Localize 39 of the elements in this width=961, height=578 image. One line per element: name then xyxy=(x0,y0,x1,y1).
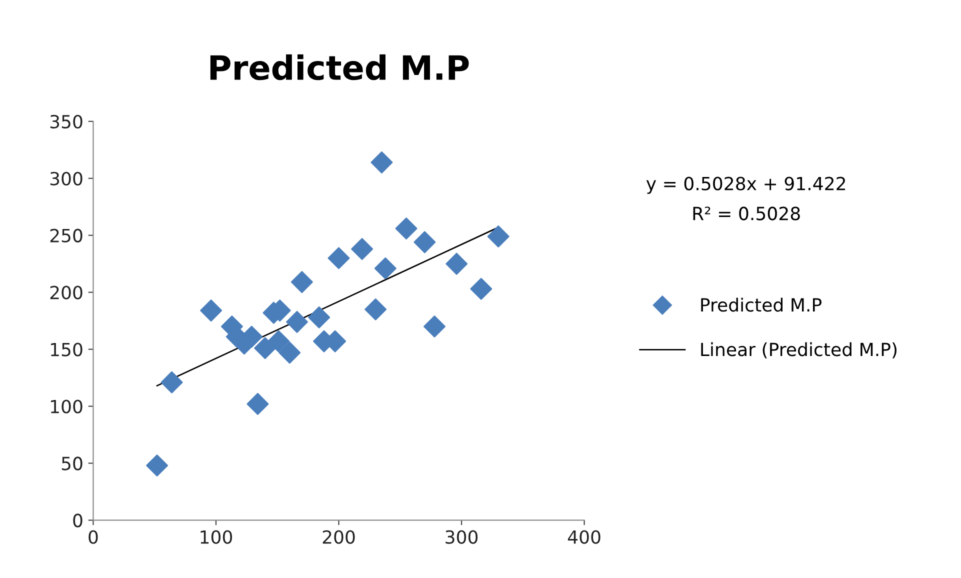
point xyxy=(290,271,313,294)
y-tick-label: 150 xyxy=(51,342,82,356)
y-tick-label: 300 xyxy=(50,172,82,186)
point xyxy=(308,306,330,328)
point xyxy=(424,315,446,338)
point xyxy=(395,217,418,240)
y-tick-label: 200 xyxy=(50,286,82,300)
text: y = 0.5028x + 91.422 xyxy=(646,176,845,194)
x-tick-label: 300 xyxy=(446,530,478,544)
point xyxy=(146,454,168,476)
x-tick-label: 100 xyxy=(200,530,232,544)
point xyxy=(414,231,436,254)
y-tick-label: 50 xyxy=(62,456,82,470)
x-tick-label: 0 xyxy=(88,530,98,544)
x-tick-label: 200 xyxy=(322,530,355,544)
point xyxy=(268,330,290,352)
y-tick-label: 0 xyxy=(73,514,82,528)
y-tick-label: 250 xyxy=(50,228,82,242)
point xyxy=(487,225,510,248)
chart-title: Predicted M.P xyxy=(210,54,469,80)
point xyxy=(374,257,396,280)
legend-label: Predicted M.P xyxy=(701,298,822,312)
point xyxy=(370,151,393,174)
y-tick-label: 100 xyxy=(51,400,82,414)
point xyxy=(446,252,468,275)
legend-label: Linear (Predicted M.P) xyxy=(701,342,896,358)
point xyxy=(160,371,183,394)
point xyxy=(351,238,374,260)
point xyxy=(278,342,301,364)
x-tick-label: 400 xyxy=(568,530,600,544)
point xyxy=(470,278,492,300)
point xyxy=(286,310,308,333)
point xyxy=(328,247,350,270)
point xyxy=(254,337,276,360)
point xyxy=(364,298,387,320)
text: R² = 0.5028 xyxy=(693,206,800,220)
point xyxy=(246,392,269,415)
point xyxy=(200,300,222,322)
y-tick-label: 350 xyxy=(50,114,82,128)
